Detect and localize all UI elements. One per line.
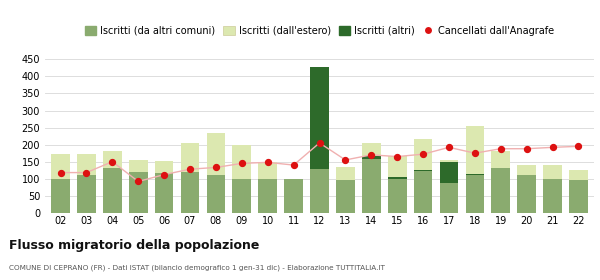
Bar	[129, 160, 148, 172]
Bar	[259, 179, 277, 213]
Bar	[388, 179, 407, 213]
Bar	[543, 165, 562, 179]
Cancellati dall'Anagrafe	[289, 163, 298, 167]
Bar	[569, 180, 588, 213]
Text: Flusso migratorio della popolazione: Flusso migratorio della popolazione	[9, 239, 259, 252]
Bar	[466, 174, 484, 175]
Cancellati dall'Anagrafe	[392, 154, 402, 159]
Bar	[155, 161, 173, 172]
Cancellati dall'Anagrafe	[341, 158, 350, 162]
Cancellati dall'Anagrafe	[160, 172, 169, 177]
Bar	[440, 162, 458, 183]
Bar	[569, 169, 588, 180]
Bar	[103, 151, 122, 169]
Bar	[414, 169, 433, 171]
Bar	[232, 145, 251, 179]
Bar	[206, 175, 225, 213]
Bar	[336, 180, 355, 213]
Bar	[181, 172, 199, 213]
Bar	[51, 179, 70, 213]
Bar	[491, 169, 510, 213]
Cancellati dall'Anagrafe	[418, 152, 428, 157]
Text: COMUNE DI CEPRANO (FR) - Dati ISTAT (bilancio demografico 1 gen-31 dic) - Elabor: COMUNE DI CEPRANO (FR) - Dati ISTAT (bil…	[9, 265, 385, 271]
Bar	[388, 177, 407, 179]
Bar	[362, 143, 380, 159]
Bar	[440, 183, 458, 213]
Bar	[310, 163, 329, 169]
Bar	[259, 162, 277, 179]
Bar	[517, 165, 536, 175]
Bar	[466, 175, 484, 213]
Bar	[310, 169, 329, 213]
Bar	[414, 139, 433, 171]
Bar	[232, 179, 251, 213]
Bar	[362, 159, 380, 213]
Cancellati dall'Anagrafe	[522, 146, 532, 151]
Bar	[388, 155, 407, 179]
Bar	[362, 156, 380, 159]
Cancellati dall'Anagrafe	[56, 170, 65, 175]
Bar	[77, 154, 96, 175]
Cancellati dall'Anagrafe	[444, 145, 454, 150]
Bar	[491, 151, 510, 169]
Bar	[129, 172, 148, 213]
Bar	[517, 175, 536, 213]
Cancellati dall'Anagrafe	[211, 165, 221, 170]
Cancellati dall'Anagrafe	[496, 146, 506, 151]
Bar	[77, 175, 96, 213]
Cancellati dall'Anagrafe	[470, 151, 479, 155]
Cancellati dall'Anagrafe	[574, 144, 583, 149]
Bar	[336, 167, 355, 180]
Cancellati dall'Anagrafe	[107, 159, 117, 164]
Cancellati dall'Anagrafe	[82, 170, 91, 175]
Bar	[414, 171, 433, 213]
Bar	[181, 143, 199, 172]
Cancellati dall'Anagrafe	[315, 141, 325, 145]
Legend: Iscritti (da altri comuni), Iscritti (dall'estero), Iscritti (altri), Cancellati: Iscritti (da altri comuni), Iscritti (da…	[81, 22, 558, 39]
Bar	[466, 126, 484, 175]
Cancellati dall'Anagrafe	[367, 153, 376, 157]
Cancellati dall'Anagrafe	[185, 167, 195, 171]
Cancellati dall'Anagrafe	[237, 161, 247, 165]
Bar	[543, 179, 562, 213]
Bar	[103, 169, 122, 213]
Cancellati dall'Anagrafe	[133, 179, 143, 184]
Cancellati dall'Anagrafe	[548, 145, 557, 150]
Bar	[206, 133, 225, 175]
Bar	[155, 172, 173, 213]
Bar	[440, 160, 458, 183]
Cancellati dall'Anagrafe	[263, 160, 272, 165]
Bar	[310, 67, 329, 169]
Bar	[284, 179, 303, 213]
Bar	[51, 154, 70, 179]
